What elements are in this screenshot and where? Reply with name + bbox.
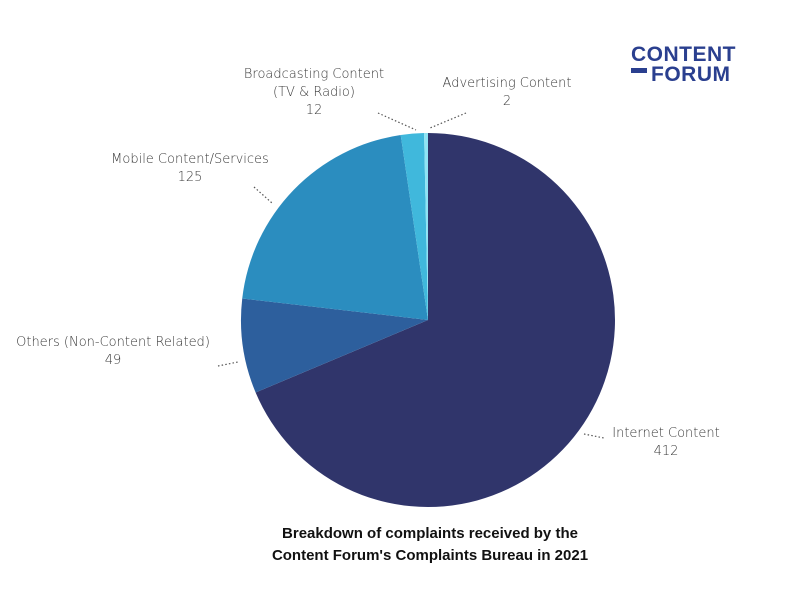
leader-line-5 <box>429 112 467 129</box>
chart-title-line2: Content Forum's Complaints Bureau in 202… <box>271 547 589 564</box>
slice-category-label-1: Internet Content <box>612 426 719 441</box>
slice-value-label-1: 412 <box>654 444 679 459</box>
leader-line-2 <box>217 361 239 367</box>
content-forum-logo: CONTENT FORUM <box>629 44 759 88</box>
logo-text-line2: FORUM <box>651 63 731 86</box>
pie-slice-4 <box>400 133 428 320</box>
slice-category-label-5: Advertising Content <box>443 76 572 91</box>
slice-category-label-4: (TV & Radio) <box>273 85 355 100</box>
pie-slice-3 <box>242 135 428 320</box>
slice-category-label-4: Broadcasting Content <box>244 67 384 82</box>
slice-category-label-2: Others (Non-Content Related) <box>16 335 210 350</box>
leader-line-1 <box>583 433 605 439</box>
slice-category-label-3: Mobile Content/Services <box>111 152 269 167</box>
chart-title: Breakdown of complaints received by the … <box>0 523 800 567</box>
logo-mark-icon <box>631 68 647 73</box>
slice-value-label-2: 49 <box>105 353 122 368</box>
leader-line-3 <box>253 186 273 204</box>
leader-line-4 <box>377 112 417 131</box>
slice-value-label-3: 125 <box>178 170 203 185</box>
pie-slice-5 <box>424 133 428 320</box>
slice-value-label-5: 2 <box>503 94 511 109</box>
chart-title-line1: Breakdown of complaints received by the <box>282 525 578 542</box>
logo-text-line1: CONTENT <box>631 43 736 66</box>
pie-slice-2 <box>240 298 428 393</box>
pie-slice-1 <box>255 133 615 508</box>
slice-value-label-4: 12 <box>306 103 323 118</box>
